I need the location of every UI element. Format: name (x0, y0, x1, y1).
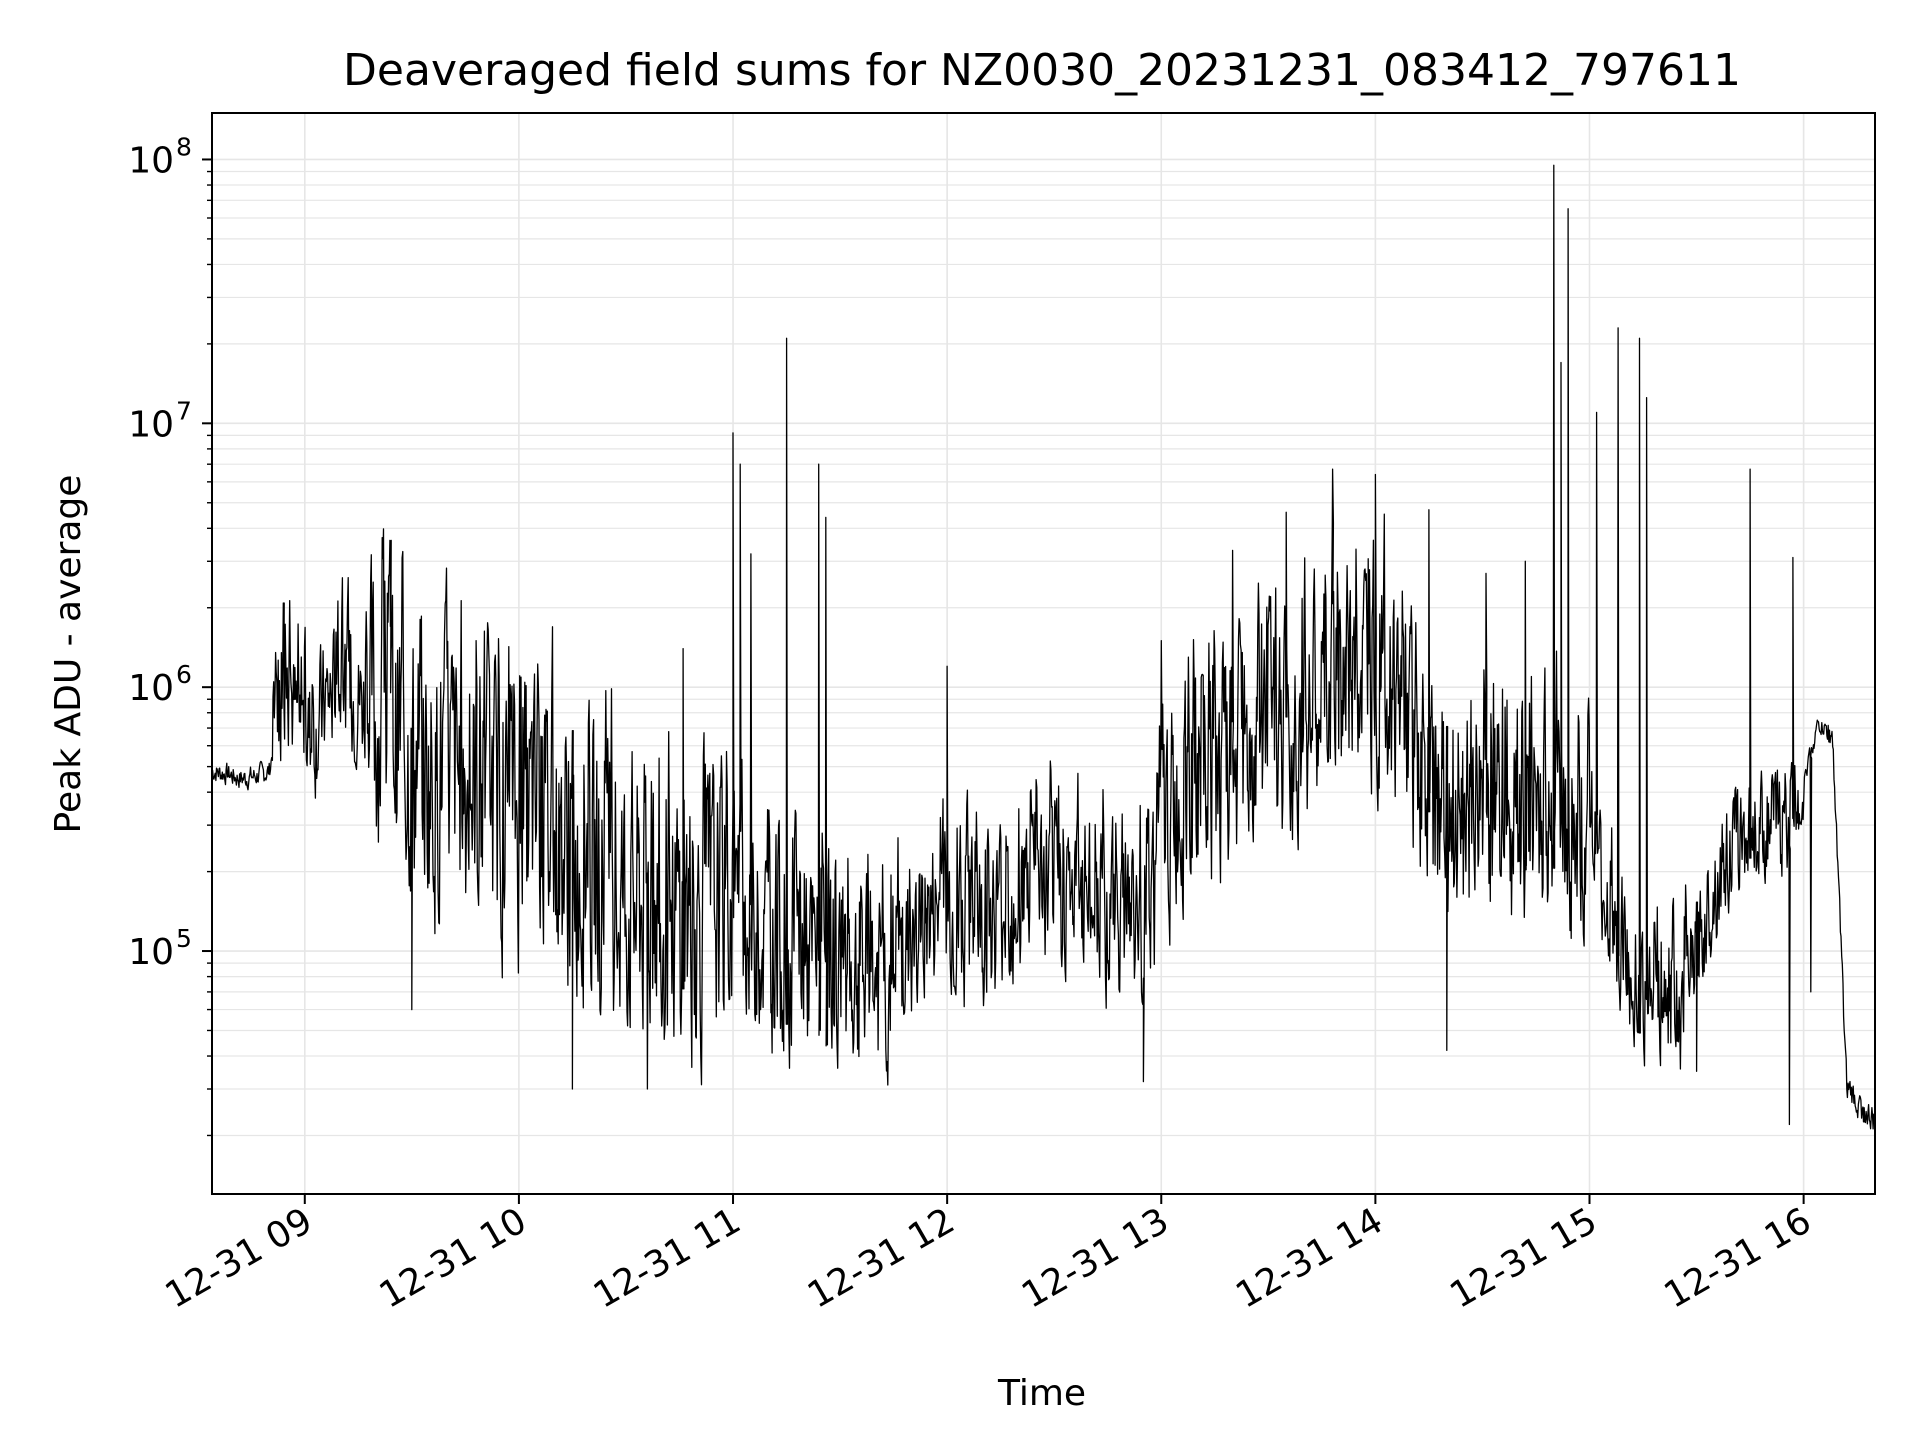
chart-title: Deaveraged field sums for NZ0030_2023123… (343, 45, 1741, 96)
y-axis-label: Peak ADU - average (48, 475, 89, 834)
y-tick-exponent: 7 (176, 396, 192, 425)
y-tick-label: 10 (128, 932, 174, 973)
x-axis-label: Time (997, 1373, 1086, 1414)
y-tick-exponent: 8 (176, 132, 192, 161)
y-tick-label: 10 (128, 404, 174, 445)
plot-frame (211, 112, 1876, 1195)
series-line (211, 164, 1876, 1130)
data-series (211, 164, 1876, 1130)
y-tick-exponent: 5 (176, 924, 192, 953)
y-tick-label: 10 (128, 140, 174, 181)
y-tick-exponent: 6 (176, 660, 192, 689)
y-tick-label: 10 (128, 668, 174, 709)
